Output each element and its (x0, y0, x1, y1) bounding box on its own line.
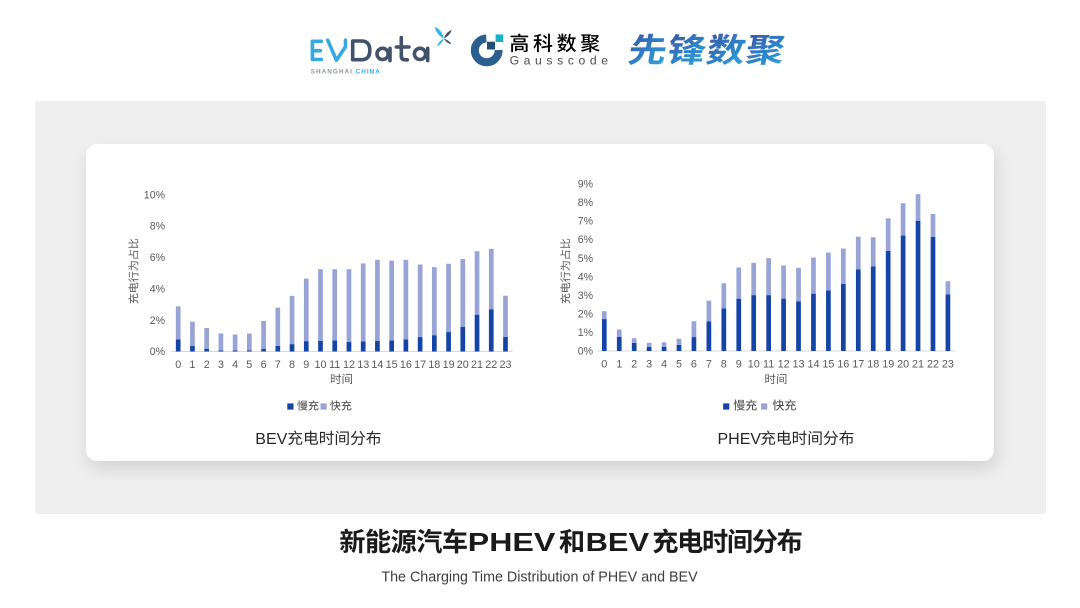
svg-text:21: 21 (471, 359, 483, 371)
svg-text:15: 15 (386, 359, 398, 371)
svg-text:4%: 4% (578, 271, 594, 283)
svg-text:7%: 7% (578, 216, 594, 228)
svg-text:14: 14 (807, 359, 819, 371)
svg-text:5: 5 (246, 359, 252, 371)
svg-text:19: 19 (443, 359, 455, 371)
svg-text:5%: 5% (578, 253, 594, 265)
svg-text:11: 11 (329, 359, 340, 371)
svg-text:1: 1 (616, 359, 622, 371)
svg-text:6: 6 (261, 359, 267, 371)
svg-text:15: 15 (822, 359, 834, 371)
svg-text:16: 16 (837, 359, 849, 371)
svg-text:22: 22 (927, 359, 939, 371)
svg-text:18: 18 (867, 359, 879, 371)
svg-text:8: 8 (721, 359, 727, 371)
svg-text:PHEV: PHEV (468, 527, 556, 557)
svg-text:10%: 10% (144, 189, 166, 201)
svg-text:The Charging Time Distribution: The Charging Time Distribution of PHEV a… (381, 569, 698, 585)
svg-text:10: 10 (748, 359, 760, 371)
svg-text:Gausscode: Gausscode (510, 54, 613, 68)
svg-text:0%: 0% (150, 346, 166, 358)
svg-text:8%: 8% (578, 197, 594, 209)
svg-text:21: 21 (912, 359, 924, 371)
svg-text:1: 1 (189, 359, 195, 371)
svg-text:2: 2 (204, 359, 210, 371)
svg-text:2%: 2% (578, 309, 594, 321)
svg-text:20: 20 (457, 359, 469, 371)
svg-text:4: 4 (661, 359, 667, 371)
svg-text:10: 10 (314, 359, 326, 371)
svg-text:8%: 8% (150, 221, 166, 233)
svg-text:6%: 6% (150, 252, 166, 264)
svg-text:7: 7 (275, 359, 281, 371)
svg-text:3%: 3% (578, 290, 594, 302)
svg-text:14: 14 (371, 359, 383, 371)
svg-text:20: 20 (897, 359, 909, 371)
svg-text:13: 13 (357, 359, 369, 371)
svg-text:4%: 4% (150, 283, 166, 295)
svg-text:2: 2 (631, 359, 637, 371)
svg-text:13: 13 (792, 359, 804, 371)
svg-text:9%: 9% (578, 179, 594, 191)
svg-text:22: 22 (485, 359, 497, 371)
svg-text:4: 4 (232, 359, 238, 371)
svg-text:6%: 6% (578, 234, 594, 246)
svg-text:7: 7 (706, 359, 712, 371)
svg-text:18: 18 (428, 359, 440, 371)
svg-text:0: 0 (175, 359, 181, 371)
svg-text:12: 12 (778, 359, 790, 371)
svg-text:0: 0 (601, 359, 607, 371)
svg-text:SHANGHAI CHINA: SHANGHAI CHINA (311, 69, 381, 76)
svg-text:9: 9 (303, 359, 309, 371)
svg-text:23: 23 (942, 359, 954, 371)
svg-text:1%: 1% (578, 327, 594, 339)
svg-text:2%: 2% (150, 315, 166, 327)
svg-text:BEV: BEV (586, 527, 650, 557)
svg-text:0%: 0% (578, 346, 594, 358)
svg-text:8: 8 (289, 359, 295, 371)
svg-text:17: 17 (414, 359, 426, 371)
svg-text:PHEV: PHEV (718, 431, 762, 448)
svg-text:17: 17 (852, 359, 864, 371)
svg-text:5: 5 (676, 359, 682, 371)
svg-text:16: 16 (400, 359, 412, 371)
svg-text:23: 23 (499, 359, 511, 371)
svg-text:11: 11 (763, 359, 774, 371)
svg-text:12: 12 (343, 359, 355, 371)
svg-text:3: 3 (646, 359, 652, 371)
svg-text:3: 3 (218, 359, 224, 371)
svg-text:BEV: BEV (255, 431, 287, 448)
svg-text:9: 9 (736, 359, 742, 371)
svg-text:6: 6 (691, 359, 697, 371)
svg-text:19: 19 (882, 359, 894, 371)
